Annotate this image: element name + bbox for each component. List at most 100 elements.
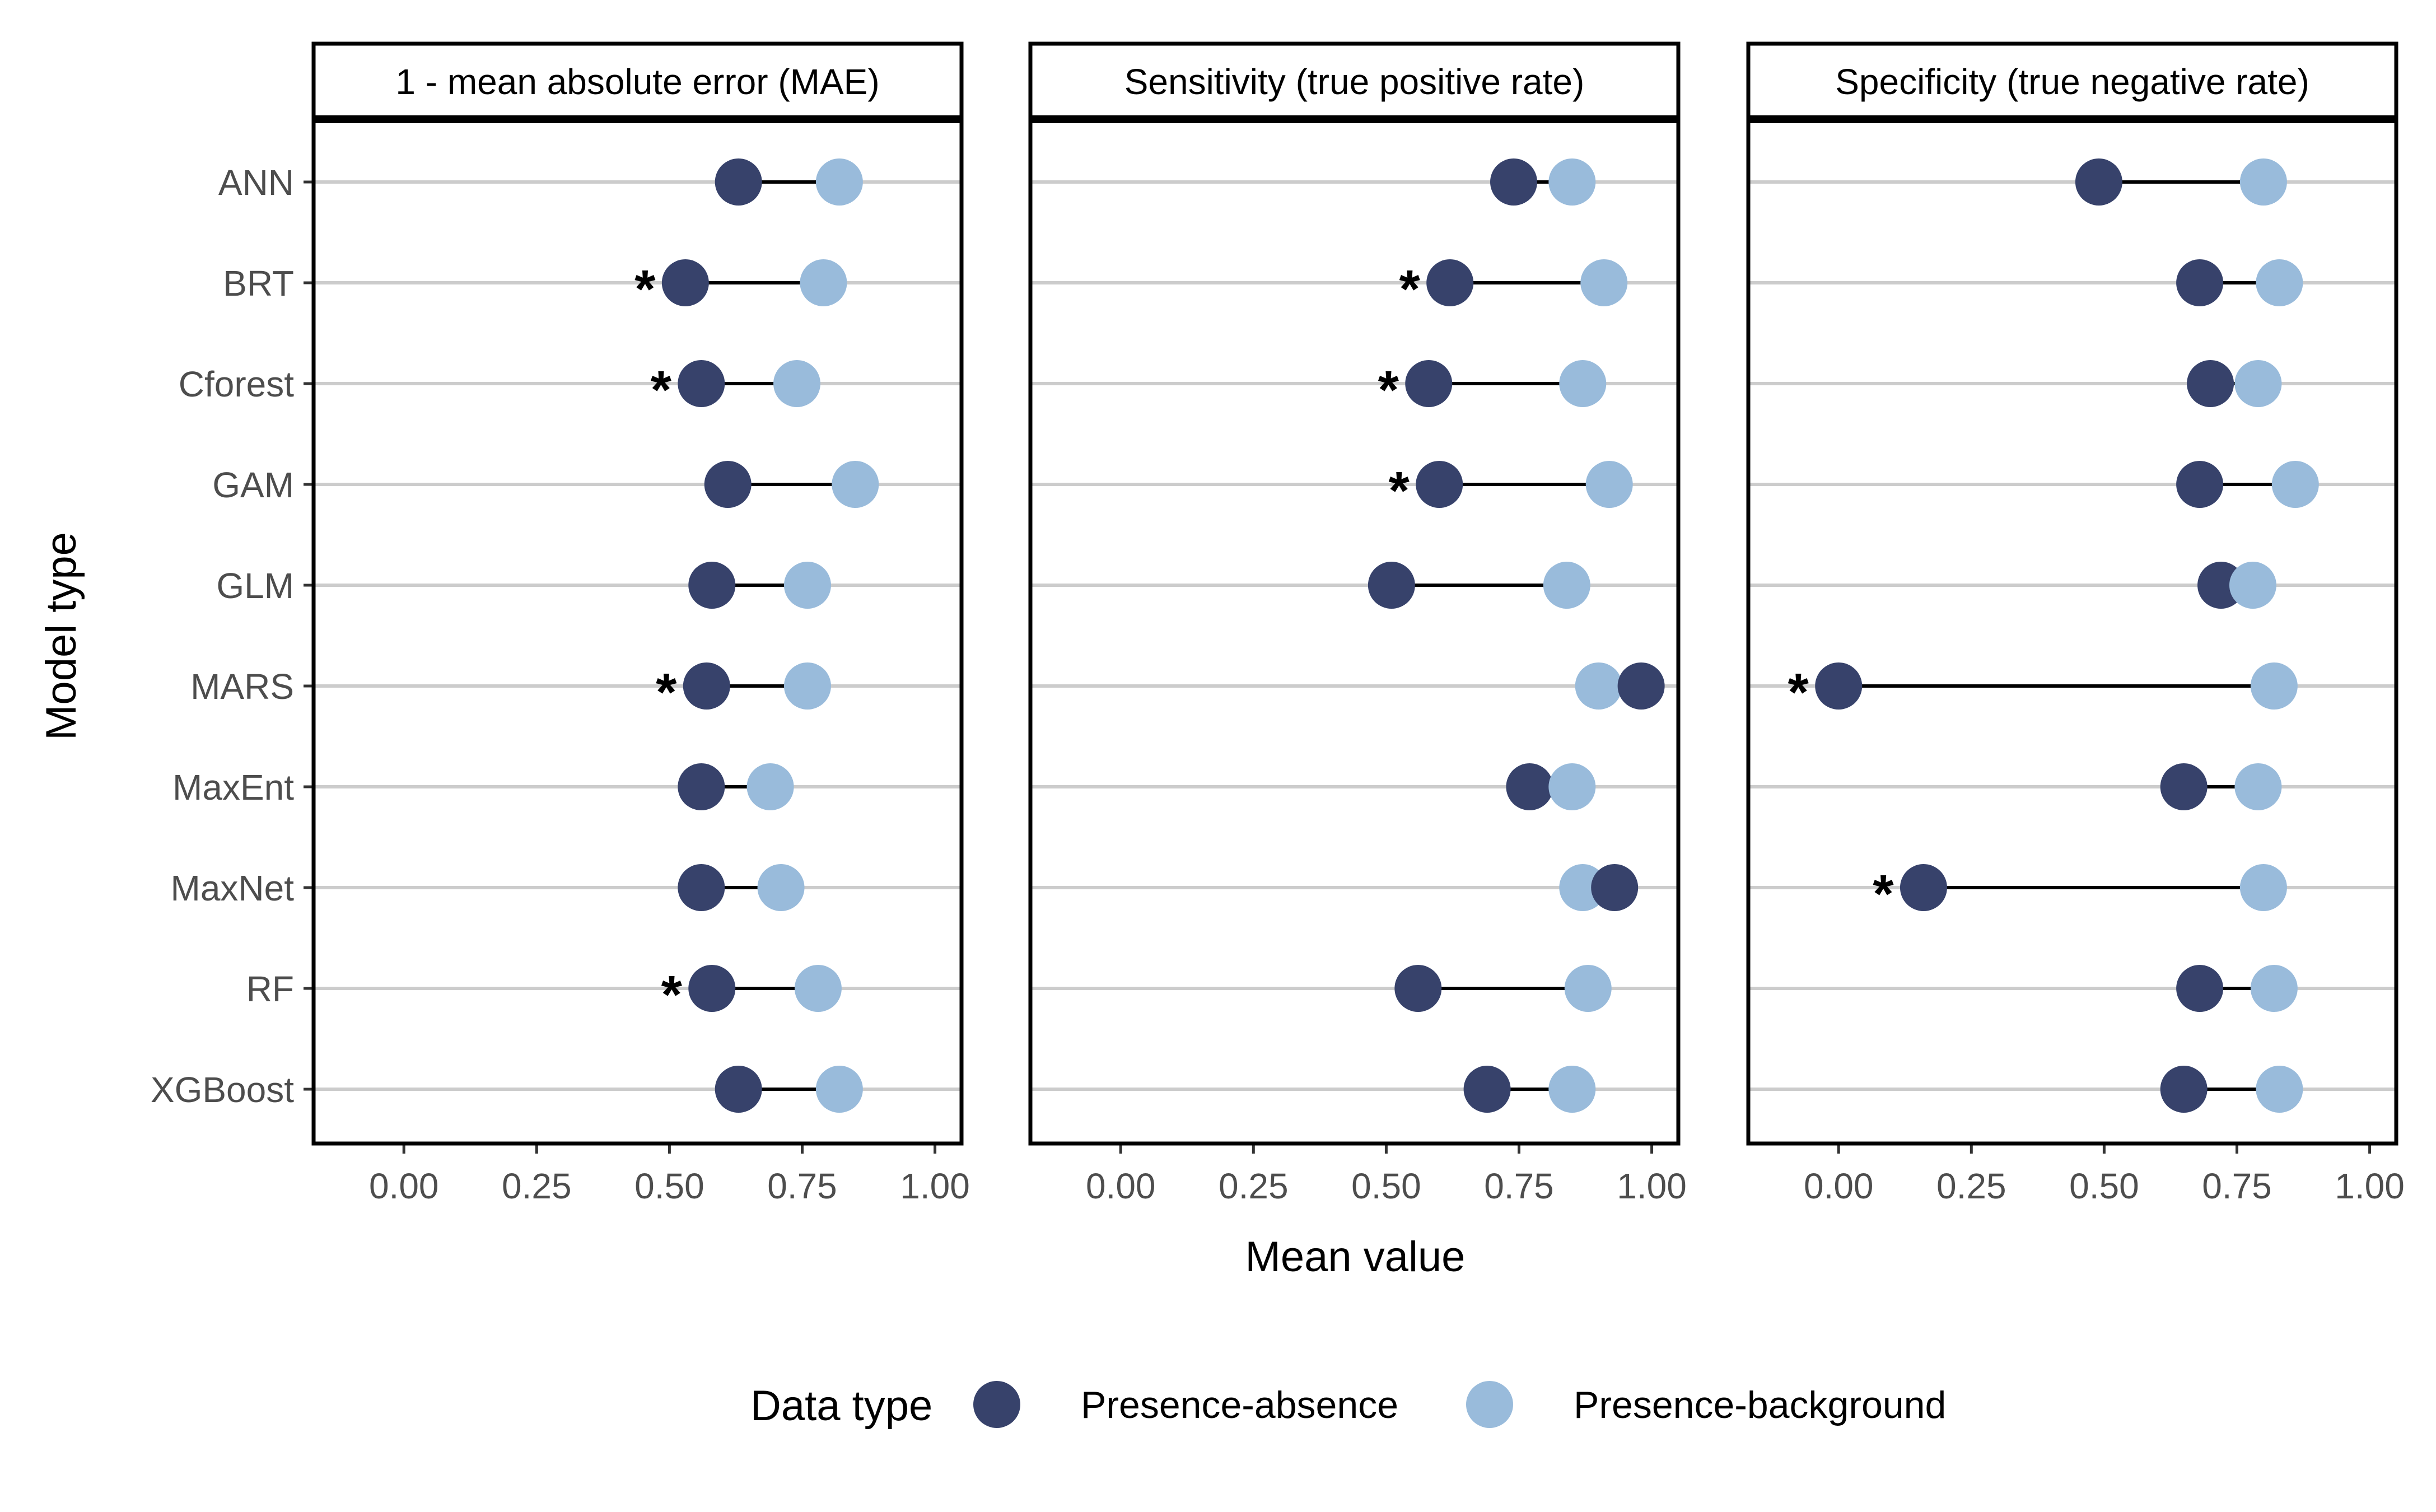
y-tick-label-mars: MARS	[190, 666, 294, 707]
point-presence-background-cforest	[1559, 360, 1607, 407]
point-presence-absence-ann	[2075, 158, 2122, 206]
point-presence-absence-ann	[1490, 158, 1538, 206]
x-tick-label: 0.00	[1804, 1166, 1874, 1206]
legend-label-presence-background: Presence-background	[1574, 1384, 1946, 1426]
significance-marker: *	[1788, 662, 1809, 722]
point-presence-absence-maxnet	[678, 864, 725, 911]
legend-item-presence-absence: Presence-absence	[973, 1381, 1398, 1428]
point-presence-background-gam	[832, 461, 879, 508]
point-presence-absence-cforest	[678, 360, 725, 407]
significance-marker: *	[651, 360, 672, 420]
panel-title: Sensitivity (true positive rate)	[1124, 62, 1585, 102]
x-tick-label: 0.25	[1219, 1166, 1289, 1206]
point-presence-background-ann	[815, 158, 863, 206]
point-presence-background-maxent	[1548, 763, 1596, 810]
point-presence-background-maxent	[746, 763, 794, 810]
panel-title: Specificity (true negative rate)	[1835, 62, 2309, 102]
panel-2: Sensitivity (true positive rate) 0.00 0.25…	[1028, 41, 1687, 1206]
legend: Data type Presence-absence Presence-backg…	[750, 1381, 1946, 1430]
point-presence-background-brt	[1580, 259, 1628, 306]
significance-marker: *	[1378, 360, 1399, 420]
point-presence-background-xgboost	[2256, 1066, 2303, 1113]
y-tick-label-maxent: MaxEnt	[172, 767, 294, 808]
point-presence-absence-brt	[661, 259, 709, 306]
point-presence-background-brt	[2256, 259, 2303, 306]
point-presence-background-rf	[2250, 965, 2298, 1012]
point-presence-absence-xgboost	[1463, 1066, 1511, 1113]
point-presence-absence-gam	[1416, 461, 1463, 508]
point-presence-background-ann	[1548, 158, 1596, 206]
x-tick-label: 0.75	[1484, 1166, 1554, 1206]
y-tick-label-glm: GLM	[216, 566, 294, 606]
panels: 1 - mean absolute error (MAE) 0.00 0.25 0.5…	[151, 41, 2405, 1206]
point-presence-absence-cforest	[1405, 360, 1453, 407]
point-presence-absence-xgboost	[2160, 1066, 2208, 1113]
panel-strip	[1746, 41, 2398, 122]
point-presence-absence-maxent	[1506, 763, 1553, 810]
point-presence-absence-brt	[1426, 259, 1474, 306]
y-axis-label: Model type	[38, 532, 85, 740]
legend-key-presence-background	[1466, 1381, 1513, 1428]
x-tick-label: 0.00	[1086, 1166, 1156, 1206]
point-presence-absence-ann	[715, 158, 762, 206]
point-presence-background-gam	[2271, 461, 2319, 508]
point-presence-background-glm	[1543, 562, 1590, 609]
point-presence-background-mars	[1575, 662, 1622, 710]
point-presence-absence-rf	[688, 965, 736, 1012]
legend-label-presence-absence: Presence-absence	[1081, 1384, 1398, 1426]
panel-border	[1746, 117, 2398, 1146]
panel-title: 1 - mean absolute error (MAE)	[395, 62, 879, 102]
y-tick-label-maxnet: MaxNet	[171, 868, 295, 908]
x-tick-label: 0.75	[767, 1166, 837, 1206]
significance-marker: *	[1873, 864, 1894, 924]
x-tick-label: 0.75	[2202, 1166, 2272, 1206]
point-presence-absence-maxent	[2160, 763, 2208, 810]
legend-item-presence-background: Presence-background	[1466, 1381, 1946, 1428]
x-tick-label: 1.00	[900, 1166, 970, 1206]
panel-border	[311, 117, 964, 1146]
x-tick-label: 0.25	[502, 1166, 572, 1206]
y-tick-label-rf: RF	[246, 969, 294, 1009]
legend-title: Data type	[750, 1382, 932, 1430]
legend-entries: Presence-absence Presence-background	[973, 1381, 1946, 1428]
point-presence-background-gam	[1585, 461, 1633, 508]
point-presence-absence-gam	[2176, 461, 2224, 508]
point-presence-background-maxent	[2234, 763, 2282, 810]
y-tick-label-cforest: Cforest	[179, 364, 295, 404]
x-tick-label: 0.50	[1351, 1166, 1421, 1206]
significance-marker: *	[634, 259, 656, 319]
x-tick-label: 0.50	[634, 1166, 704, 1206]
panel-strip	[311, 41, 964, 122]
y-tick-label-ann: ANN	[218, 162, 294, 203]
y-tick-label-gam: GAM	[212, 465, 294, 505]
point-presence-background-brt	[800, 259, 847, 306]
x-tick-label: 1.00	[2335, 1166, 2405, 1206]
significance-marker: *	[656, 662, 677, 722]
x-axis-label: Mean value	[1245, 1233, 1466, 1281]
point-presence-absence-mars	[683, 662, 730, 710]
point-presence-absence-maxnet	[1900, 864, 1947, 911]
point-presence-absence-maxnet	[1591, 864, 1639, 911]
point-presence-absence-cforest	[2187, 360, 2234, 407]
significance-marker: *	[661, 965, 683, 1025]
point-presence-absence-mars	[1815, 662, 1863, 710]
legend-key-presence-absence	[973, 1381, 1020, 1428]
point-presence-absence-brt	[2176, 259, 2224, 306]
point-presence-background-glm	[783, 562, 831, 609]
point-presence-background-maxnet	[757, 864, 805, 911]
point-presence-background-glm	[2229, 562, 2276, 609]
point-presence-absence-mars	[1617, 662, 1665, 710]
point-presence-background-ann	[2239, 158, 2287, 206]
x-tick-label: 0.00	[369, 1166, 439, 1206]
panel-3: Specificity (true negative rate) 0.00 0.25…	[1746, 41, 2405, 1206]
significance-marker: *	[1399, 259, 1421, 319]
point-presence-background-mars	[2250, 662, 2298, 710]
point-presence-absence-glm	[1368, 562, 1415, 609]
x-tick-label: 0.50	[2069, 1166, 2139, 1206]
point-presence-absence-maxent	[678, 763, 725, 810]
x-tick-label: 0.25	[1936, 1166, 2006, 1206]
point-presence-background-rf	[1564, 965, 1612, 1012]
point-presence-absence-xgboost	[715, 1066, 762, 1113]
